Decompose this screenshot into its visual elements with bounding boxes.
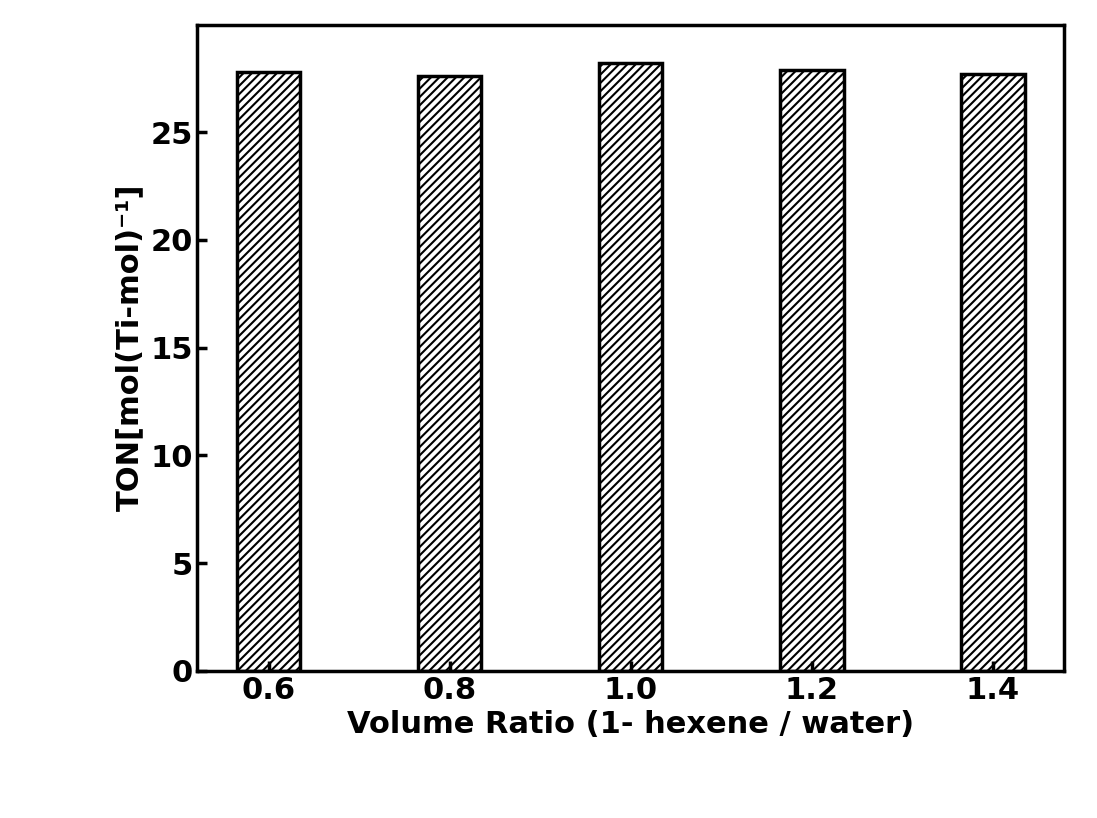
Bar [418, 76, 482, 671]
Bar [961, 74, 1025, 671]
Bar [780, 70, 844, 671]
X-axis label: Volume Ratio (1- hexene / water): Volume Ratio (1- hexene / water) [348, 710, 914, 739]
Bar [599, 63, 663, 671]
Y-axis label: TON[mol(Ti-mol)⁻¹]: TON[mol(Ti-mol)⁻¹] [115, 184, 145, 511]
Bar [237, 72, 301, 671]
